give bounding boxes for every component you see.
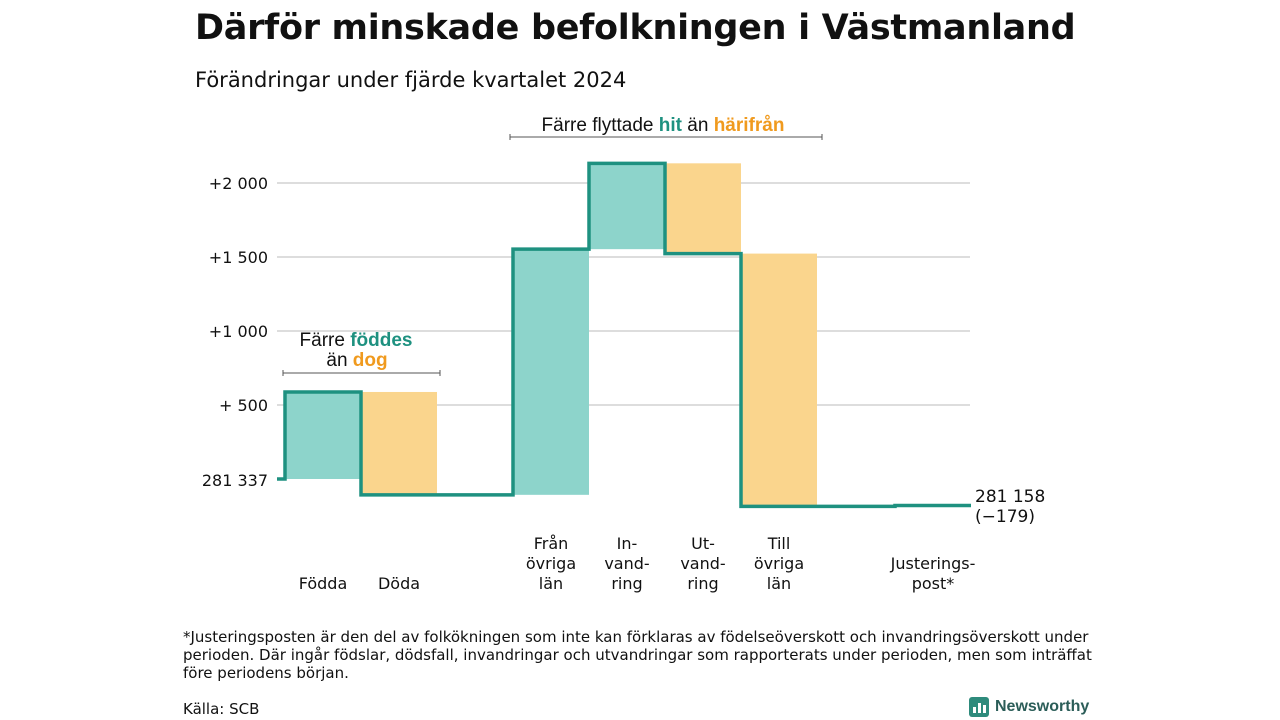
bar-3 [589, 163, 665, 250]
footnote: *Justeringsposten är den del av folkökni… [183, 628, 1092, 682]
bar-0 [285, 391, 361, 479]
category-label: post* [912, 574, 955, 593]
y-tick-label: +1 000 [209, 322, 268, 341]
category-label: Ut- [691, 534, 715, 553]
category-label: Från [534, 534, 569, 553]
category-label: övriga [526, 554, 576, 573]
y-tick-label: + 500 [219, 396, 268, 415]
category-label: ring [611, 574, 642, 593]
source-label: Källa: SCB [183, 700, 260, 718]
category-label: övriga [754, 554, 804, 573]
chart-subtitle: Förändringar under fjärde kvartalet 2024 [195, 68, 627, 92]
category-label: Födda [299, 574, 348, 593]
start-value-label: 281 337 [202, 471, 268, 490]
end-value-label: 281 158 [975, 487, 1045, 507]
bar-5 [741, 253, 817, 507]
bar-4 [665, 163, 741, 254]
chart-title: Därför minskade befolkningen i Västmanla… [195, 8, 1076, 48]
category-label: ring [687, 574, 718, 593]
end-value-label: (−179) [975, 507, 1035, 527]
category-label: Till [767, 534, 791, 553]
bar-1 [361, 391, 437, 495]
category-label: In- [617, 534, 638, 553]
annotation-migration: Färre flyttade hit än härifrån [542, 115, 785, 136]
newsworthy-logo-icon [969, 697, 989, 717]
category-label: län [539, 574, 563, 593]
category-label: vand- [680, 554, 725, 573]
category-label: vand- [604, 554, 649, 573]
category-label: län [767, 574, 791, 593]
category-label: Döda [378, 574, 420, 593]
brand-logo: Newsworthy [969, 697, 1089, 717]
y-tick-label: +1 500 [209, 248, 268, 267]
brand-name: Newsworthy [995, 698, 1090, 715]
annotation-births-deaths: Färre föddes [300, 330, 413, 351]
step-line [277, 161, 971, 509]
annotation-births-deaths-line2: än dog [326, 350, 387, 371]
bar-2 [513, 249, 589, 495]
y-tick-label: +2 000 [209, 174, 268, 193]
category-label: Justerings- [890, 554, 976, 573]
